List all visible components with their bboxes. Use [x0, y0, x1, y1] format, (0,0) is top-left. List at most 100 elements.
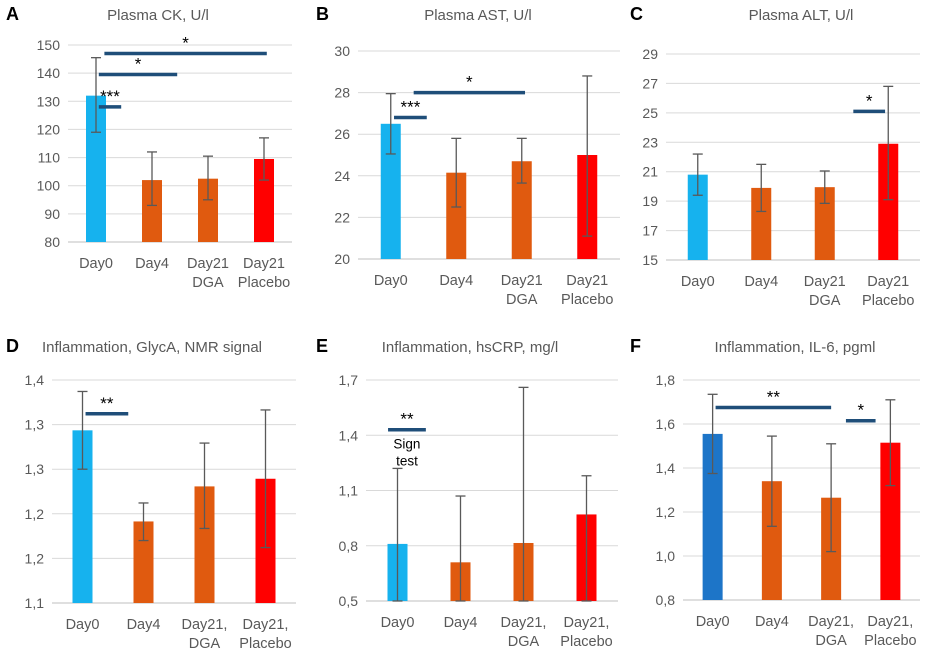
- significance-label: **: [400, 410, 414, 429]
- y-tick-label: 24: [334, 168, 350, 184]
- significance-label: *: [866, 91, 873, 110]
- bar: [380, 123, 401, 259]
- panel-c: C Plasma ALT, U/l 15 17 19 21 23 25 27 29 Day0 Da…: [630, 4, 920, 309]
- significance-note: Sign: [393, 437, 420, 452]
- y-tick-label: 1,2: [25, 506, 45, 522]
- y-tick-label: 21: [642, 164, 658, 180]
- panel-a-letter: A: [6, 4, 19, 24]
- panel-f-letter: F: [630, 336, 641, 356]
- panel-e: E Inflammation, hsCRP, mg/l 0,5 0,8 1,1 1,4…: [316, 336, 618, 650]
- bar: [198, 178, 218, 242]
- category-label: Day21, Placebo: [239, 617, 291, 650]
- y-tick-label: 1,6: [656, 416, 676, 432]
- panel-d-title: Inflammation, GlycA, NMR signal: [42, 339, 262, 356]
- panel-b: B Plasma AST, U/l 20 22 24 26 28 30 Day0 Day4 Da…: [316, 4, 620, 308]
- panel-f: F Inflammation, IL-6, pgml 0,8 1,0 1,2 1,4 1…: [630, 336, 920, 649]
- y-tick-label: 100: [37, 178, 61, 194]
- y-tick-label: 22: [334, 209, 350, 225]
- significance-label: ***: [400, 98, 420, 117]
- panel-b-title: Plasma AST, U/l: [424, 7, 532, 24]
- bar: [687, 174, 708, 260]
- bar: [878, 143, 899, 260]
- y-tick-label: 1,2: [25, 550, 45, 566]
- panel-a-title: Plasma CK, U/l: [107, 7, 209, 24]
- panel-a: A Plasma CK, U/l 80 90 100 110 120 130 140 150 D…: [6, 4, 292, 291]
- significance-label: ***: [100, 87, 120, 106]
- y-tick-label: 1,2: [656, 504, 676, 520]
- panel-f-title: Inflammation, IL-6, pgml: [715, 339, 876, 356]
- panel-e-title: Inflammation, hsCRP, mg/l: [382, 339, 558, 356]
- panel-c-plot: 15 17 19 21 23 25 27 29 Day0 Day4 Day21 DGA Day21 Pla…: [642, 46, 920, 309]
- panel-d-letter: D: [6, 336, 19, 356]
- y-tick-label: 27: [642, 75, 658, 91]
- bar: [751, 187, 772, 260]
- panel-b-letter: B: [316, 4, 329, 24]
- category-label: Day0: [66, 617, 100, 633]
- y-tick-label: 1,1: [339, 483, 359, 499]
- y-tick-label: 1,4: [25, 372, 45, 388]
- category-label: Day0: [696, 614, 730, 630]
- category-label: Day21, DGA: [808, 614, 854, 649]
- y-tick-label: 29: [642, 46, 658, 62]
- category-label: Day0: [79, 256, 113, 272]
- y-tick-label: 30: [334, 43, 350, 59]
- y-tick-label: 0,8: [656, 592, 676, 608]
- y-tick-label: 120: [37, 121, 61, 137]
- y-tick-label: 0,5: [339, 593, 359, 609]
- panel-d-plot: 1,1 1,2 1,2 1,3 1,3 1,4 Day0 Day4 Day21, DGA Day21…: [25, 372, 296, 650]
- y-tick-label: 15: [642, 252, 658, 268]
- panel-c-letter: C: [630, 4, 643, 24]
- panel-d: D Inflammation, GlycA, NMR signal 1,1 1,2…: [6, 336, 296, 650]
- category-label: Day4: [135, 256, 169, 272]
- bar: [446, 172, 467, 259]
- category-label: Day0: [381, 615, 415, 631]
- y-tick-label: 130: [37, 93, 61, 109]
- y-tick-label: 80: [44, 234, 60, 250]
- y-tick-label: 1,3: [25, 417, 45, 433]
- category-label: Day4: [755, 614, 789, 630]
- category-label: Day21, Placebo: [560, 615, 612, 650]
- category-label: Day21 DGA: [501, 273, 543, 308]
- significance-label: *: [857, 401, 864, 420]
- y-tick-label: 1,0: [656, 548, 676, 564]
- category-label: Day0: [374, 273, 408, 289]
- significance-note: test: [396, 454, 418, 469]
- significance-label: *: [466, 73, 473, 92]
- category-label: Day4: [744, 274, 778, 290]
- y-tick-label: 26: [334, 126, 350, 142]
- bar: [511, 161, 532, 259]
- category-label: Day4: [444, 615, 478, 631]
- panel-c-title: Plasma ALT, U/l: [749, 7, 854, 24]
- y-tick-label: 28: [334, 85, 350, 101]
- category-label: Day21, DGA: [501, 615, 547, 650]
- category-label: Day4: [127, 617, 161, 633]
- bar: [72, 430, 93, 603]
- y-tick-label: 90: [44, 206, 60, 222]
- y-tick-label: 1,8: [656, 372, 676, 388]
- bar: [761, 481, 782, 600]
- y-tick-label: 1,4: [656, 460, 676, 476]
- y-tick-label: 1,4: [339, 427, 359, 443]
- panel-f-plot: 0,8 1,0 1,2 1,4 1,6 1,8 Day0 Day4 Day21, DGA Day21…: [656, 372, 920, 649]
- significance-label: **: [767, 388, 781, 407]
- category-label: Day21, DGA: [182, 617, 228, 650]
- category-label: Day21 DGA: [804, 274, 846, 309]
- y-tick-label: 1,3: [25, 461, 45, 477]
- y-tick-label: 110: [38, 150, 61, 166]
- y-tick-label: 23: [642, 134, 658, 150]
- category-label: Day21, Placebo: [864, 614, 916, 649]
- panel-e-letter: E: [316, 336, 328, 356]
- category-label: Day0: [681, 274, 715, 290]
- y-tick-label: 1,1: [25, 595, 45, 611]
- bar: [133, 521, 154, 603]
- category-label: Day21 Placebo: [862, 274, 914, 309]
- bar: [814, 187, 835, 260]
- y-tick-label: 150: [37, 37, 61, 53]
- bar: [702, 433, 723, 600]
- significance-label: **: [100, 394, 114, 413]
- panel-a-plot: 80 90 100 110 120 130 140 150 Day0 Day4 Day21 DGA Da…: [37, 33, 292, 291]
- category-label: Day21 DGA: [187, 256, 229, 291]
- significance-label: *: [135, 55, 142, 74]
- category-label: Day21 Placebo: [561, 273, 613, 308]
